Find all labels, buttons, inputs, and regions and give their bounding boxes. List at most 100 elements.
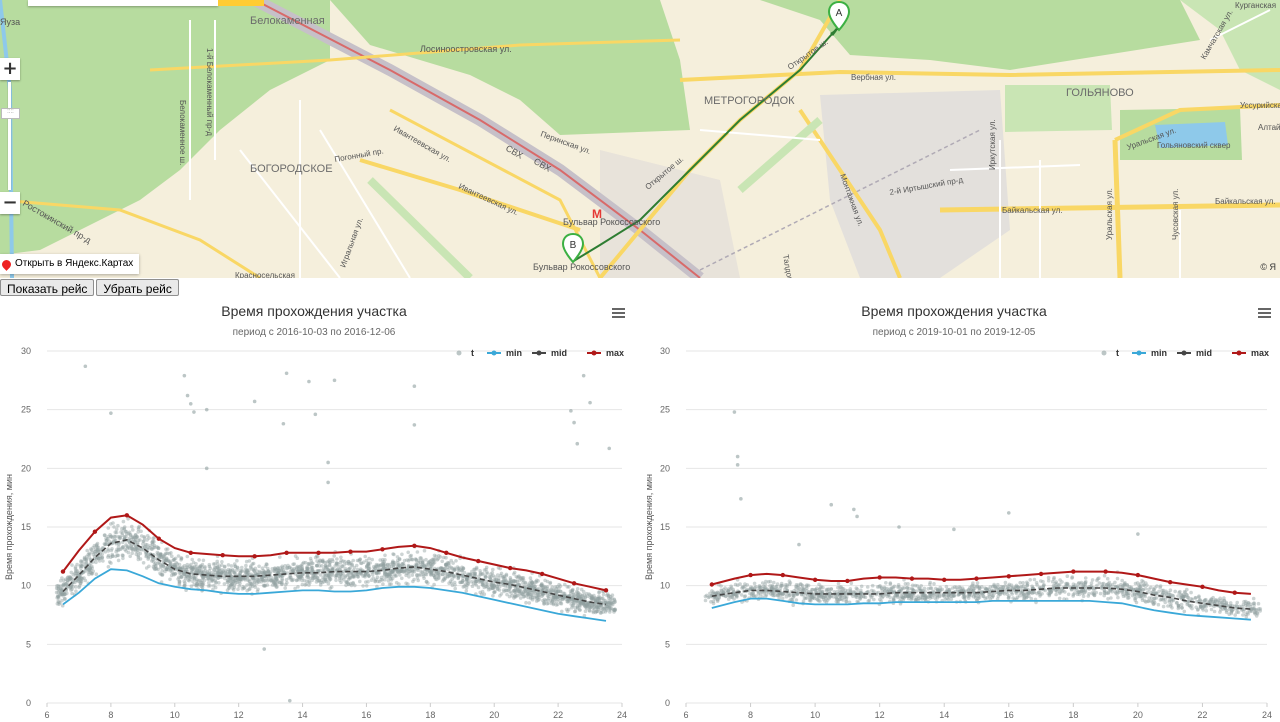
chart-menu-icon[interactable] [612, 308, 625, 319]
t-point [225, 578, 230, 583]
t-point [1022, 586, 1027, 591]
t-point [232, 570, 236, 575]
t-point [956, 593, 960, 597]
t-point [607, 606, 612, 610]
t-point [557, 582, 561, 587]
zoom-out-button[interactable]: − [0, 192, 20, 214]
t-point [1243, 603, 1248, 608]
t-point [604, 608, 609, 613]
t-point [456, 576, 461, 580]
t-point [517, 589, 521, 593]
t-point [194, 565, 199, 569]
t-point [259, 579, 264, 584]
t-point [780, 592, 785, 597]
map-search-box[interactable] [28, 0, 218, 6]
t-point [345, 580, 349, 584]
t-point [168, 563, 172, 567]
legend-mid-label[interactable]: mid [551, 348, 567, 358]
zoom-slider-handle[interactable]: :::: [1, 108, 20, 119]
t-point [399, 567, 404, 572]
t-point [255, 581, 259, 585]
t-point [466, 581, 470, 585]
t-point [411, 579, 415, 584]
t-point [219, 571, 224, 576]
t-point [895, 592, 900, 597]
t-point [321, 558, 325, 562]
t-point [203, 568, 208, 573]
legend-max-label[interactable]: max [606, 348, 624, 358]
t-point [150, 540, 155, 545]
t-point [903, 582, 908, 586]
t-point [1001, 585, 1005, 590]
legend-t-label[interactable]: t [1116, 348, 1119, 358]
t-point [346, 560, 351, 564]
t-point [800, 586, 804, 590]
series-max-point [942, 577, 947, 582]
map-search-button[interactable] [218, 0, 264, 6]
x-tick-label: 22 [553, 710, 563, 720]
legend-min-label[interactable]: min [1151, 348, 1167, 358]
t-point [1063, 590, 1067, 594]
t-point [290, 568, 295, 573]
t-point [550, 598, 555, 602]
t-point [1144, 600, 1148, 604]
t-point [554, 590, 559, 595]
t-point [1186, 595, 1190, 600]
legend-max-label[interactable]: max [1251, 348, 1269, 358]
t-point [231, 588, 236, 592]
t-point [780, 591, 784, 595]
legend-t-label[interactable]: t [471, 348, 474, 358]
yandex-map[interactable]: Белокаменная Лосиноостровская ул. Перинска… [0, 0, 1280, 278]
t-point [593, 598, 598, 603]
t-point [522, 594, 527, 598]
t-point [795, 591, 800, 596]
t-point [493, 575, 497, 579]
open-in-yandex-maps-link[interactable]: Открыть в Яндекс.Картах [0, 254, 140, 274]
t-point [190, 570, 194, 574]
t-point [330, 568, 335, 572]
t-point [289, 575, 293, 580]
t-point [555, 602, 560, 607]
t-point [530, 581, 534, 585]
t-point [165, 551, 170, 555]
t-point [1249, 608, 1254, 612]
t-point [612, 597, 616, 602]
t-point [761, 584, 766, 589]
t-point [1077, 590, 1081, 595]
t-point [1253, 610, 1257, 615]
t-point [578, 600, 582, 605]
t-point [844, 591, 848, 595]
y-tick-label: 10 [660, 581, 670, 591]
t-point [424, 580, 429, 584]
t-point [505, 592, 509, 597]
t-point [210, 577, 214, 582]
marker-a[interactable]: A [827, 0, 851, 40]
t-point [159, 552, 163, 556]
t-point [220, 563, 224, 567]
t-point [175, 562, 180, 566]
t-point [516, 593, 520, 598]
t-point [492, 583, 496, 588]
zoom-in-button[interactable]: + [0, 58, 20, 80]
t-point [55, 584, 59, 588]
show-route-button[interactable]: Показать рейс [0, 279, 95, 296]
zoom-slider-track[interactable]: :::: [1, 82, 20, 190]
t-point [359, 572, 363, 576]
t-point [163, 558, 168, 563]
t-point [325, 567, 330, 572]
t-point [836, 597, 840, 602]
t-point [289, 578, 294, 582]
marker-b[interactable]: B [561, 232, 585, 272]
chart-2019: Время прохождения участка период с 2019-… [640, 296, 1280, 722]
chart-menu-icon[interactable] [1258, 308, 1271, 319]
t-point [347, 561, 352, 566]
t-point [859, 595, 863, 599]
t-point [145, 553, 149, 558]
legend-mid-label[interactable]: mid [1196, 348, 1212, 358]
t-point [588, 605, 593, 610]
legend-min-label[interactable]: min [506, 348, 522, 358]
t-point [300, 568, 304, 573]
t-point [323, 564, 328, 568]
hide-route-button[interactable]: Убрать рейс [96, 279, 179, 296]
